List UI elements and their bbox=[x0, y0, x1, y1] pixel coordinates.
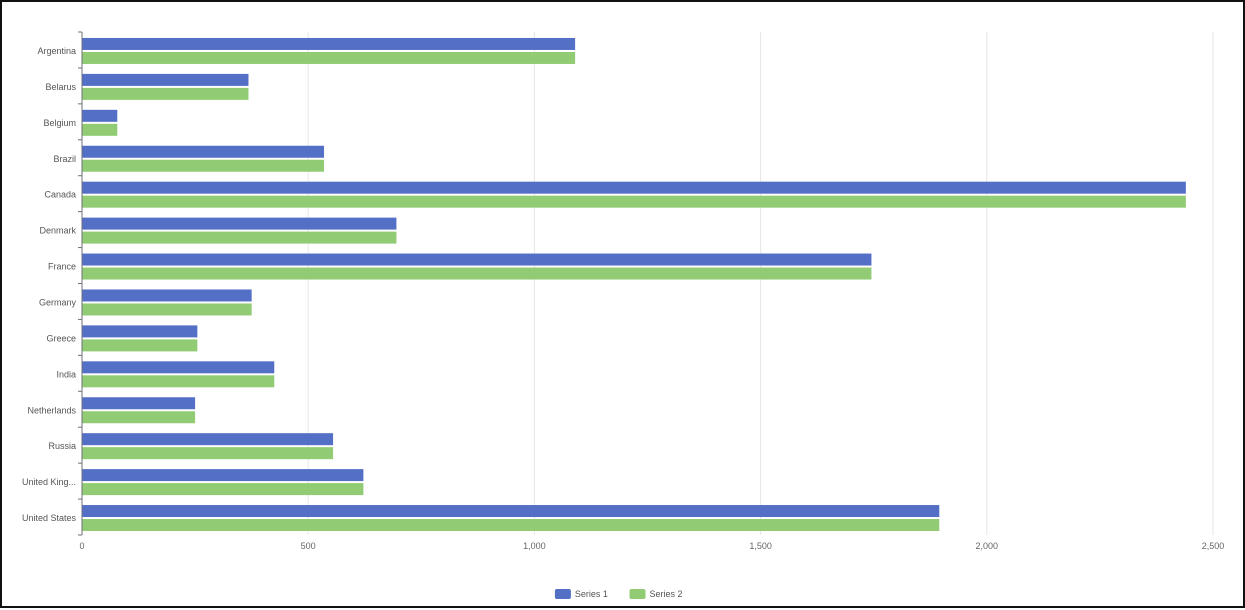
bar-1[interactable] bbox=[82, 253, 872, 266]
bar-1[interactable] bbox=[82, 37, 576, 50]
x-tick-label: 500 bbox=[301, 541, 316, 551]
bar-1[interactable] bbox=[82, 217, 397, 230]
bar-1[interactable] bbox=[82, 181, 1186, 194]
bar-2[interactable] bbox=[82, 339, 198, 352]
x-tick-label: 2,000 bbox=[976, 541, 999, 551]
bar-1[interactable] bbox=[82, 469, 364, 482]
x-tick-label: 1,000 bbox=[523, 541, 546, 551]
bar-1[interactable] bbox=[82, 109, 118, 122]
legend-swatch[interactable] bbox=[629, 589, 646, 599]
bar-2[interactable] bbox=[82, 375, 275, 388]
bar-2[interactable] bbox=[82, 483, 364, 496]
bar-2[interactable] bbox=[82, 123, 118, 136]
bar-2[interactable] bbox=[82, 411, 196, 424]
bar-2[interactable] bbox=[82, 87, 249, 100]
x-tick-labels: 0 500 1,000 1,500 2,000 2,500 bbox=[79, 541, 1224, 551]
y-category-label: United King... bbox=[22, 477, 76, 487]
y-category-label: Canada bbox=[44, 190, 76, 200]
bar-2[interactable] bbox=[82, 267, 872, 280]
y-category-label: Greece bbox=[46, 333, 76, 343]
y-category-label: Russia bbox=[48, 441, 76, 451]
y-category-label: Denmark bbox=[39, 226, 76, 236]
grid-lines bbox=[307, 32, 1214, 535]
y-category-label: Belgium bbox=[43, 118, 76, 128]
y-category-label: Germany bbox=[39, 297, 77, 307]
y-category-label: Belarus bbox=[45, 82, 76, 92]
bar-2[interactable] bbox=[82, 519, 940, 532]
bar-1[interactable] bbox=[82, 505, 940, 518]
x-tick-label: 0 bbox=[79, 541, 84, 551]
bar-2[interactable] bbox=[82, 447, 334, 460]
axes bbox=[78, 31, 83, 536]
bar-2[interactable] bbox=[82, 195, 1186, 208]
y-category-label: India bbox=[56, 369, 76, 379]
y-category-label: Netherlands bbox=[27, 405, 76, 415]
bar-1[interactable] bbox=[82, 397, 196, 410]
bar-1[interactable] bbox=[82, 289, 252, 302]
legend-swatch[interactable] bbox=[554, 589, 571, 599]
bars bbox=[82, 37, 1186, 532]
y-category-labels: Argentina Belarus Belgium Brazil Canada Denma… bbox=[22, 46, 77, 523]
y-category-label: Brazil bbox=[53, 154, 76, 164]
bar-1[interactable] bbox=[82, 433, 334, 446]
y-category-label: France bbox=[48, 262, 76, 272]
x-tick-label: 1,500 bbox=[749, 541, 772, 551]
bar-1[interactable] bbox=[82, 73, 249, 86]
bar-2[interactable] bbox=[82, 231, 397, 244]
bar-2[interactable] bbox=[82, 303, 252, 316]
legend-label[interactable]: Series 2 bbox=[650, 589, 683, 599]
y-category-label: Argentina bbox=[37, 46, 76, 56]
legend-label[interactable]: Series 1 bbox=[575, 589, 608, 599]
x-tick-label: 2,500 bbox=[1202, 541, 1225, 551]
bar-1[interactable] bbox=[82, 361, 275, 374]
bar-1[interactable] bbox=[82, 325, 198, 338]
bar-2[interactable] bbox=[82, 51, 576, 64]
bar-2[interactable] bbox=[82, 159, 325, 172]
y-category-label: United States bbox=[22, 513, 77, 523]
bar-1[interactable] bbox=[82, 145, 325, 158]
legend: Series 1 Series 2 bbox=[554, 589, 683, 599]
